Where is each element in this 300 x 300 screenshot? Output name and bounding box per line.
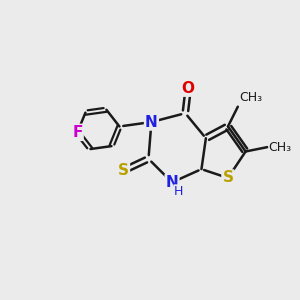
Text: H: H bbox=[174, 185, 183, 198]
Text: F: F bbox=[72, 125, 82, 140]
Text: S: S bbox=[223, 170, 233, 185]
Text: N: N bbox=[145, 115, 158, 130]
Text: S: S bbox=[118, 163, 129, 178]
Text: CH₃: CH₃ bbox=[269, 141, 292, 154]
Text: CH₃: CH₃ bbox=[239, 92, 262, 104]
Text: N: N bbox=[166, 175, 178, 190]
Text: O: O bbox=[182, 81, 195, 96]
